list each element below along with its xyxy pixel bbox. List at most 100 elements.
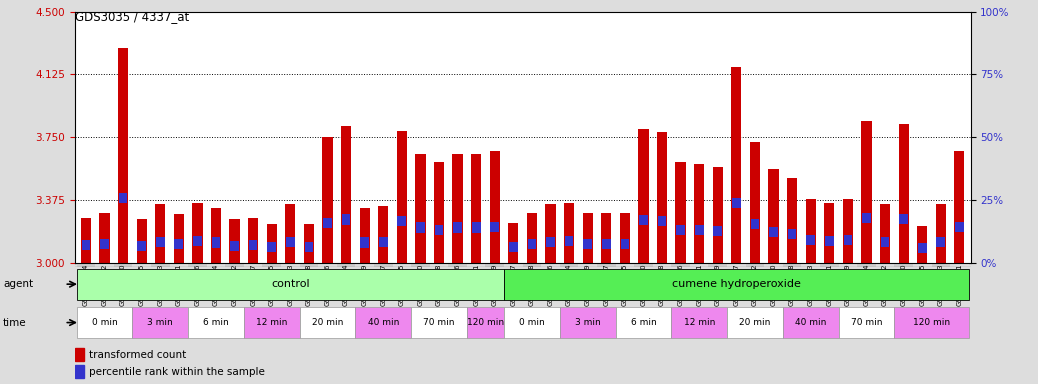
Bar xyxy=(360,237,368,248)
Bar xyxy=(750,219,759,229)
Bar xyxy=(155,204,165,263)
Bar xyxy=(880,237,890,247)
Bar xyxy=(783,307,839,338)
Bar xyxy=(825,236,834,246)
Bar xyxy=(286,237,295,247)
Text: GSM184956: GSM184956 xyxy=(325,263,330,306)
Bar xyxy=(100,213,110,263)
Text: 120 min: 120 min xyxy=(467,318,504,327)
Text: 70 min: 70 min xyxy=(851,318,882,327)
Bar xyxy=(899,214,908,224)
Bar xyxy=(616,263,634,267)
Bar xyxy=(340,126,351,263)
Bar xyxy=(694,225,704,235)
Bar xyxy=(899,124,908,263)
Text: GSM184953: GSM184953 xyxy=(157,263,163,306)
Bar xyxy=(787,177,797,263)
Bar xyxy=(81,218,91,263)
Bar xyxy=(416,222,425,233)
Bar xyxy=(745,263,764,267)
Text: 0 min: 0 min xyxy=(519,318,545,327)
Bar xyxy=(638,129,649,263)
Bar xyxy=(244,263,263,267)
Text: GSM184961: GSM184961 xyxy=(175,263,182,306)
Text: GSM184985: GSM184985 xyxy=(622,263,628,306)
Bar xyxy=(783,263,801,267)
Bar xyxy=(472,222,481,233)
Bar xyxy=(151,263,169,267)
Bar xyxy=(378,206,388,263)
Bar xyxy=(77,269,504,300)
Bar xyxy=(559,307,616,338)
Text: 12 min: 12 min xyxy=(683,318,715,327)
Bar xyxy=(601,213,611,263)
Bar xyxy=(935,204,946,263)
Bar xyxy=(764,263,783,267)
Bar xyxy=(453,154,463,263)
Bar xyxy=(229,219,240,263)
Text: agent: agent xyxy=(3,279,33,289)
Text: GSM184944: GSM184944 xyxy=(83,263,89,306)
Text: GSM184947: GSM184947 xyxy=(250,263,256,306)
Bar xyxy=(895,307,968,338)
Bar xyxy=(527,239,537,249)
Bar xyxy=(486,263,504,267)
Bar xyxy=(936,237,946,247)
Text: GSM184983: GSM184983 xyxy=(937,263,944,306)
Bar xyxy=(355,263,374,267)
Bar xyxy=(602,239,610,249)
Text: GSM184969: GSM184969 xyxy=(584,263,591,306)
Bar xyxy=(379,237,387,247)
Bar xyxy=(82,240,90,250)
Bar xyxy=(709,263,727,267)
Bar xyxy=(285,204,296,263)
Bar xyxy=(156,237,165,247)
Bar xyxy=(188,307,244,338)
Text: GSM184964: GSM184964 xyxy=(344,263,349,306)
Bar xyxy=(918,243,927,253)
Bar xyxy=(578,263,597,267)
Text: GSM184965: GSM184965 xyxy=(399,263,405,306)
Text: GSM184984: GSM184984 xyxy=(566,263,572,306)
Bar xyxy=(509,242,518,252)
Bar xyxy=(75,365,84,378)
Text: 40 min: 40 min xyxy=(795,318,826,327)
Bar xyxy=(95,263,114,267)
Bar xyxy=(100,239,109,249)
Text: GSM184946: GSM184946 xyxy=(194,263,200,306)
Text: cumene hydroperoxide: cumene hydroperoxide xyxy=(672,279,800,289)
Text: GSM184989: GSM184989 xyxy=(845,263,851,306)
Text: GSM184979: GSM184979 xyxy=(715,263,720,306)
Bar xyxy=(504,269,968,300)
Bar xyxy=(114,263,133,267)
Text: GSM184970: GSM184970 xyxy=(640,263,647,306)
Text: GSM184950: GSM184950 xyxy=(417,263,424,306)
Bar xyxy=(249,240,257,250)
Bar xyxy=(768,169,778,263)
Bar xyxy=(192,203,202,263)
Text: GSM184957: GSM184957 xyxy=(380,263,386,306)
Bar xyxy=(523,263,541,267)
Bar xyxy=(918,226,927,263)
Bar xyxy=(411,263,430,267)
Bar xyxy=(658,216,666,227)
Bar xyxy=(727,263,745,267)
Bar xyxy=(807,235,815,245)
Bar xyxy=(559,263,578,267)
Bar xyxy=(672,307,727,338)
Text: 6 min: 6 min xyxy=(203,318,228,327)
Bar xyxy=(336,263,355,267)
Text: GSM184968: GSM184968 xyxy=(529,263,535,306)
Bar xyxy=(862,121,872,263)
Text: GSM184959: GSM184959 xyxy=(492,263,498,306)
Bar xyxy=(546,237,555,247)
Bar xyxy=(133,263,151,267)
Bar xyxy=(471,154,482,263)
Bar xyxy=(398,216,406,226)
Bar xyxy=(448,263,467,267)
Text: control: control xyxy=(271,279,309,289)
Bar xyxy=(212,237,220,248)
Bar xyxy=(415,154,426,263)
Bar xyxy=(672,263,690,267)
Bar xyxy=(749,142,760,263)
